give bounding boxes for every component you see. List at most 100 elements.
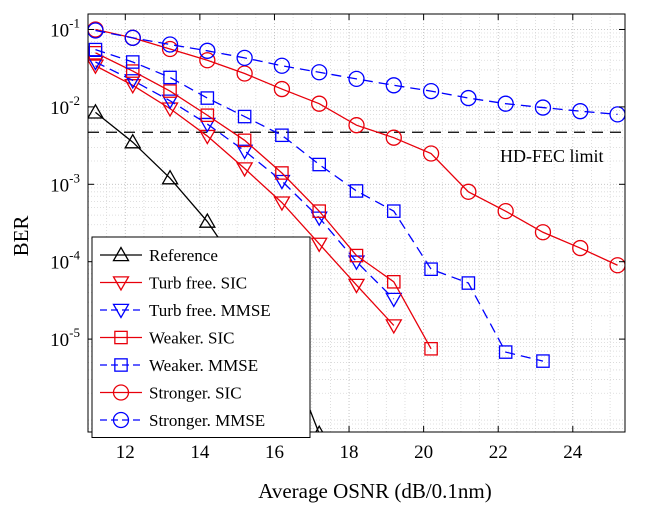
data-point: [385, 319, 403, 335]
legend-label: Reference: [149, 246, 218, 265]
data-point: [88, 22, 104, 39]
data-point: [386, 204, 401, 218]
data-point: [199, 42, 216, 59]
series-line: [95, 52, 432, 350]
axes-box: [87, 13, 626, 433]
data-point: [236, 144, 254, 160]
legend-marker: [114, 330, 128, 345]
x-tick-labels: 12 14 16 18 20 22 24: [116, 442, 583, 463]
data-point: [88, 55, 105, 71]
data-point: [349, 248, 364, 263]
series-weaker-mmse: [88, 42, 550, 368]
data-point: [273, 174, 291, 190]
data-point: [124, 29, 141, 46]
data-point: [163, 84, 177, 98]
data-point: [609, 257, 625, 274]
y-axis-title: BER: [9, 216, 33, 257]
data-point: [422, 82, 440, 100]
data-point: [237, 109, 252, 124]
data-point: [125, 55, 140, 69]
y-tick-labels: 10-1 10-2 10-3 10-4 10-5: [50, 15, 80, 351]
legend-item: Weaker. SIC: [100, 329, 235, 348]
legend-label: Stronger. MMSE: [149, 411, 265, 430]
data-point: [424, 262, 438, 277]
x-tick-label: 20: [414, 442, 433, 463]
data-point: [460, 183, 477, 200]
data-point: [88, 103, 105, 119]
data-point: [385, 129, 402, 146]
data-point: [312, 204, 327, 218]
series-line: [95, 29, 618, 116]
y-tick-label: 10-4: [50, 248, 80, 274]
data-point: [311, 64, 328, 81]
data-point: [310, 237, 328, 253]
data-point: [349, 184, 364, 198]
legend-item: Turb free. SIC: [100, 274, 247, 293]
data-point: [200, 108, 215, 123]
data-point: [460, 89, 477, 107]
data-point: [200, 91, 215, 105]
data-point: [273, 80, 291, 98]
data-point: [348, 117, 365, 134]
x-tick-label: 14: [190, 442, 210, 463]
data-point: [236, 49, 253, 67]
data-point: [385, 292, 403, 308]
legend-label: Weaker. MMSE: [149, 356, 258, 375]
legend-item: Weaker. MMSE: [100, 356, 258, 375]
data-point: [275, 128, 289, 143]
data-point: [497, 202, 514, 220]
legend-marker: [112, 303, 130, 319]
data-point: [461, 276, 476, 290]
y-tick-label: 10-5: [50, 325, 80, 351]
data-point: [534, 99, 552, 116]
y-tick-label: 10-2: [50, 93, 80, 119]
y-tick-label: 10-3: [50, 170, 80, 196]
data-point: [572, 239, 589, 257]
legend-marker: [112, 276, 130, 292]
legend-item: Reference: [100, 246, 218, 265]
data-point: [236, 162, 254, 178]
data-point: [273, 57, 291, 74]
data-point: [161, 36, 179, 53]
data-point: [199, 52, 216, 69]
legend-marker: [112, 246, 130, 262]
data-point: [88, 42, 103, 57]
data-point: [273, 196, 291, 212]
x-tick-label: 24: [563, 442, 583, 463]
x-tick-label: 12: [116, 442, 135, 463]
data-point: [124, 79, 142, 95]
data-point: [124, 74, 142, 90]
legend-label: Stronger. SIC: [149, 384, 242, 403]
legend-marker: [112, 411, 130, 429]
data-point: [498, 345, 513, 359]
data-point: [198, 212, 216, 228]
legend-item: Stronger. MMSE: [100, 411, 265, 430]
data-point: [572, 103, 589, 120]
data-point: [311, 95, 328, 112]
legend-label: Turb free. MMSE: [149, 301, 271, 320]
legend-marker: [114, 358, 128, 372]
data-point: [125, 64, 140, 78]
hd-fec-limit-label: HD-FEC limit: [500, 146, 604, 166]
data-point: [161, 169, 179, 185]
legend: Reference Turb free. SIC Turb free. MMSE We…: [91, 236, 311, 438]
hd-fec-reference: HD-FEC limit: [88, 131, 625, 166]
y-tick-label: 10-1: [50, 15, 80, 41]
data-point: [348, 70, 365, 88]
legend-label: Turb free. SIC: [149, 274, 247, 293]
data-point: [385, 77, 402, 94]
x-axis-title: Average OSNR (dB/0.1nm): [258, 479, 492, 503]
series-turb-free-sic: [88, 59, 403, 335]
data-point: [237, 133, 252, 148]
data-point: [424, 341, 438, 356]
data-point: [386, 275, 401, 289]
series-line: [95, 61, 395, 300]
data-point: [161, 94, 179, 110]
data-point: [161, 40, 179, 58]
x-tick-label: 22: [489, 442, 508, 463]
data-point: [163, 70, 177, 85]
data-point: [609, 106, 625, 123]
legend-item: Turb free. MMSE: [100, 301, 271, 320]
legend-label: Weaker. SIC: [149, 329, 235, 348]
